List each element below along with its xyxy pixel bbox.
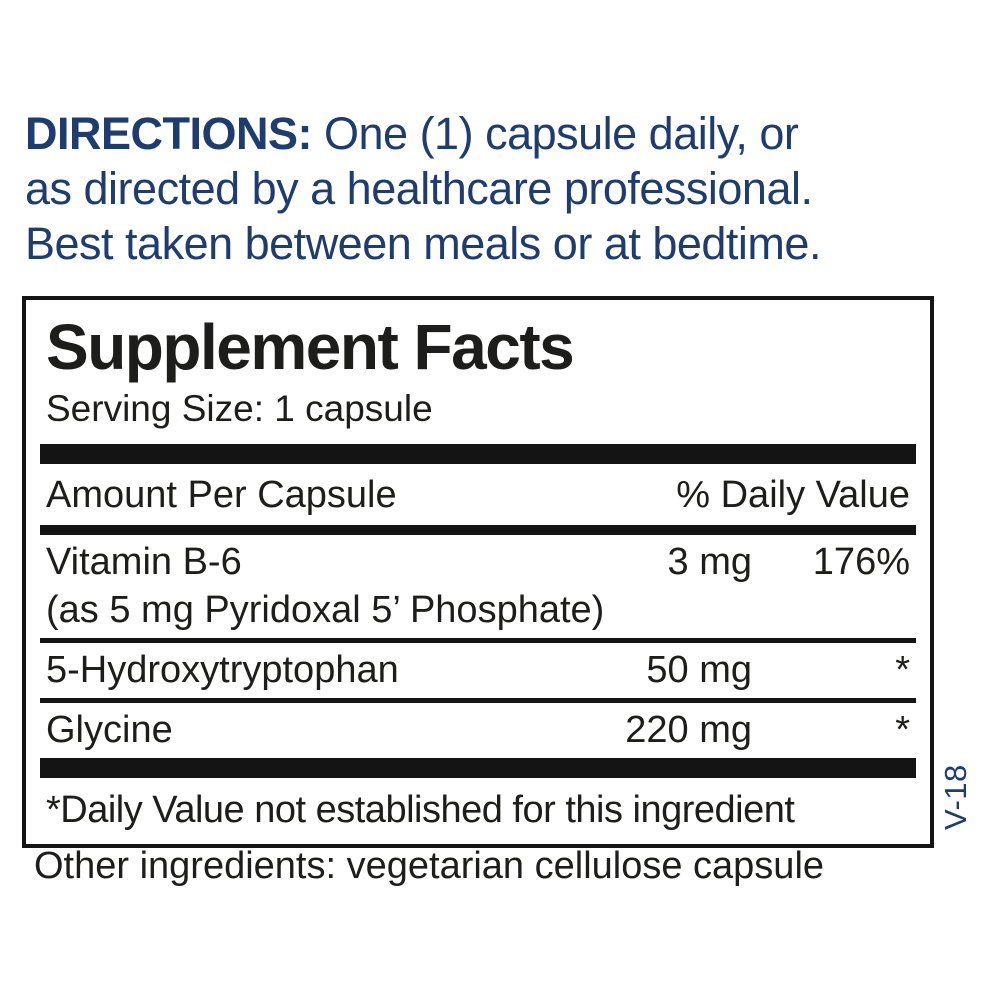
ingredient-daily-value: *: [895, 649, 910, 691]
ingredient-line: 5-Hydroxytryptophan 50 mg *: [46, 646, 910, 694]
ingredient-line: Glycine 220 mg *: [46, 706, 910, 754]
supplement-facts-panel: Supplement Facts Serving Size: 1 capsule…: [22, 296, 934, 848]
ingredient-amount: 3 mg: [667, 541, 752, 583]
daily-value-header: % Daily Value: [676, 474, 910, 516]
ingredient-daily-value: *: [895, 709, 910, 751]
version-code: V-18: [938, 764, 973, 830]
ingredient-name: 5-Hydroxytryptophan: [46, 649, 399, 691]
ingredient-line: Vitamin B-6 3 mg 176%: [46, 538, 910, 586]
directions-paragraph: DIRECTIONS: One (1) capsule daily, or as…: [25, 106, 955, 271]
daily-value-footnote: *Daily Value not established for this in…: [46, 789, 795, 831]
divider-thick-bottom: [40, 758, 916, 778]
divider-thin-1: [40, 638, 916, 643]
ingredient-name: Glycine: [46, 709, 173, 751]
divider-thin-2: [40, 698, 916, 703]
amount-per-capsule-header: Amount Per Capsule: [46, 474, 397, 516]
ingredient-row-5htp: 5-Hydroxytryptophan 50 mg *: [46, 643, 910, 698]
ingredient-amount: 50 mg: [646, 649, 752, 691]
directions-line-2: as directed by a healthcare professional…: [25, 163, 813, 214]
panel-title: Supplement Facts: [46, 311, 575, 383]
ingredient-subtext: (as 5 mg Pyridoxal 5’ Phosphate): [46, 589, 605, 631]
divider-medium: [40, 525, 916, 535]
other-ingredients: Other ingredients: vegetarian cellulose …: [34, 845, 825, 887]
directions-line-1-text: One (1) capsule daily, or: [324, 108, 799, 159]
ingredient-name: Vitamin B-6: [46, 541, 242, 583]
serving-size: Serving Size: 1 capsule: [46, 388, 433, 429]
directions-line-3: Best taken between meals or at bedtime.: [25, 218, 821, 269]
ingredient-row-vitamin-b6: Vitamin B-6 3 mg 176% (as 5 mg Pyridoxal…: [46, 535, 910, 638]
ingredient-row-glycine: Glycine 220 mg *: [46, 703, 910, 758]
ingredient-amount: 220 mg: [625, 709, 752, 751]
divider-thick-top: [40, 444, 916, 464]
column-header-row: Amount Per Capsule % Daily Value: [46, 464, 910, 525]
directions-label: DIRECTIONS:: [25, 108, 313, 159]
ingredient-daily-value: 176%: [812, 541, 910, 583]
directions-line-1: DIRECTIONS: One (1) capsule daily, or: [25, 106, 955, 161]
